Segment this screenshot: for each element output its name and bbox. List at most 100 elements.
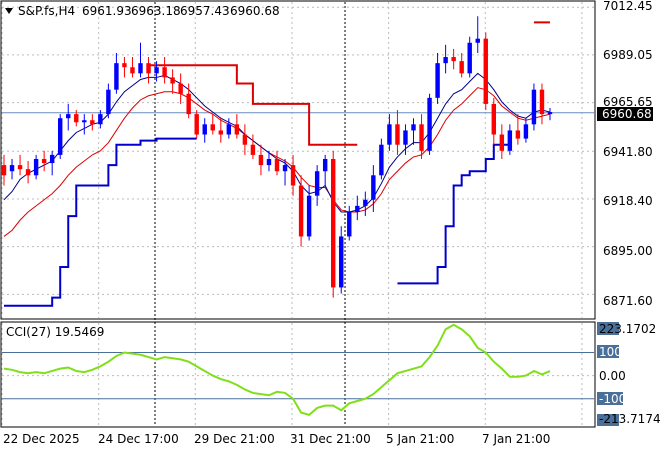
- candle-body: [314, 171, 320, 196]
- candle-body: [403, 130, 408, 145]
- candle-body: [146, 63, 151, 74]
- candle-body: [98, 114, 103, 125]
- high-value: 6963.18: [131, 4, 181, 18]
- candle-body: [218, 130, 224, 135]
- candle-body: [371, 175, 376, 200]
- candle-body: [459, 61, 464, 74]
- candle-body: [427, 97, 432, 151]
- symbol-label: S&P.fs,H4: [18, 4, 75, 18]
- candle-body: [194, 114, 199, 135]
- candle-body: [234, 124, 240, 135]
- candle-body: [41, 158, 47, 164]
- cci-level-100: 100: [599, 345, 622, 359]
- candle-body: [419, 124, 424, 151]
- price-panel: [0, 0, 596, 320]
- candle-body: [339, 236, 344, 288]
- price-tick: 6918.40: [603, 194, 653, 208]
- candle-body: [258, 154, 264, 166]
- candle-body: [306, 195, 312, 237]
- current-price-box: [597, 107, 653, 121]
- candle-body: [49, 154, 55, 164]
- candle-body: [162, 67, 167, 78]
- candle-body: [33, 158, 39, 176]
- price-tick: 6895.00: [603, 244, 653, 258]
- candle-body: [154, 67, 159, 74]
- candle-body: [74, 114, 79, 123]
- candle-body: [114, 63, 119, 90]
- cci-level-minus-100: -100: [599, 392, 626, 406]
- atr-stop-bull-line: [4, 137, 197, 307]
- candle-body: [355, 205, 360, 212]
- candle-body: [483, 38, 488, 104]
- price-tick: 6989.05: [603, 48, 653, 62]
- candle-body: [523, 124, 529, 139]
- open-value: 6961.93: [82, 4, 132, 18]
- candle-body: [266, 158, 272, 166]
- candles: [1, 16, 553, 298]
- candle-body: [242, 134, 248, 145]
- candle-body: [282, 165, 288, 172]
- candle-body: [539, 89, 545, 115]
- low-value: 6957.43: [180, 4, 230, 18]
- candle-body: [170, 77, 175, 84]
- candle-body: [515, 130, 521, 139]
- atr-stop-bear-line: [148, 64, 358, 146]
- candle-body: [330, 158, 336, 288]
- candle-body: [186, 93, 191, 115]
- time-label: 5 Jan 21:00: [386, 432, 454, 446]
- candle-body: [531, 89, 537, 125]
- candle-body: [451, 57, 456, 62]
- price-tick: 6871.60: [603, 294, 653, 308]
- candle-body: [547, 112, 553, 115]
- candle-body: [250, 144, 256, 155]
- price-axis: 7012.45 6989.05 6965.65 6941.80 6918.40 …: [603, 0, 653, 308]
- cci-min-label: -213.7174: [599, 412, 660, 426]
- cci-max-label: 223.1702: [599, 322, 656, 336]
- price-tick: 6965.65: [603, 95, 653, 109]
- moving-average-lines: [3, 21, 551, 307]
- candle-body: [347, 211, 352, 237]
- candle-body: [298, 185, 304, 237]
- price-tick: 6941.80: [603, 145, 653, 159]
- candle-body: [90, 120, 95, 125]
- candle-body: [290, 165, 296, 186]
- cci-panel: [0, 321, 596, 428]
- close-value: 6960.68: [230, 4, 280, 18]
- candle-body: [395, 124, 400, 145]
- candle-body: [138, 63, 143, 74]
- cci-level-0: 0.00: [599, 369, 626, 383]
- candle-body: [122, 63, 127, 68]
- candle-body: [130, 67, 135, 74]
- header: S&P.fs,H4 6961.93 6963.18 6957.43 6960.6…: [5, 4, 280, 18]
- time-label: 22 Dec 2025: [3, 432, 80, 446]
- cci-axis: 223.1702 100 0.00 -100 -213.7174: [597, 322, 660, 426]
- cci-title: CCI(27) 19.5469: [6, 325, 104, 339]
- current-price-label: 6960.68: [602, 107, 652, 121]
- candle-body: [467, 42, 472, 74]
- candle-body: [25, 169, 31, 176]
- time-label: 24 Dec 17:00: [98, 432, 179, 446]
- price-tick: 7012.45: [603, 0, 653, 13]
- candle-body: [507, 130, 513, 151]
- candle-body: [475, 38, 480, 43]
- dropdown-triangle-icon: [5, 8, 13, 14]
- candle-body: [17, 165, 23, 170]
- candle-body: [322, 158, 328, 172]
- candle-body: [106, 89, 111, 115]
- candle-body: [178, 83, 183, 94]
- candle-body: [210, 124, 215, 131]
- candle-body: [499, 134, 505, 151]
- candle-body: [274, 158, 280, 172]
- time-label: 31 Dec 21:00: [290, 432, 371, 446]
- candle-body: [226, 124, 232, 135]
- candle-body: [202, 124, 207, 135]
- candle-body: [379, 144, 384, 176]
- cci-line-group: [2, 323, 594, 417]
- candle-body: [411, 124, 416, 131]
- time-label: 7 Jan 21:00: [482, 432, 550, 446]
- candle-body: [491, 103, 497, 135]
- candle-body: [363, 199, 368, 206]
- candle-body: [57, 118, 63, 155]
- candle-body: [82, 120, 87, 123]
